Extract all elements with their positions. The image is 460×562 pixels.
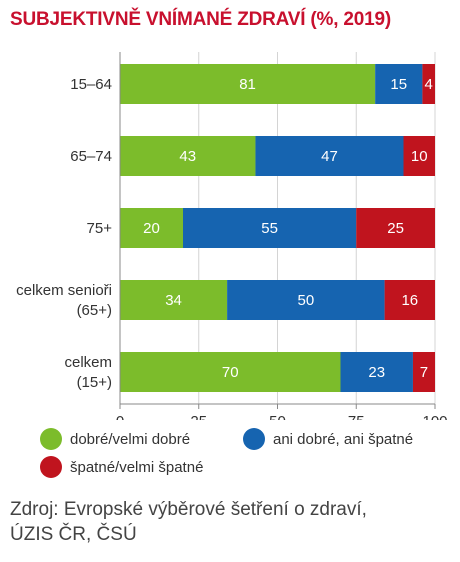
legend-item-neutral: ani dobré, ani špatné bbox=[243, 428, 413, 450]
category-label: celkem senioři bbox=[16, 282, 112, 299]
legend-swatch-bad bbox=[40, 456, 62, 478]
data-label: 20 bbox=[143, 220, 160, 237]
bar-segment bbox=[356, 208, 435, 248]
bar-segment bbox=[120, 64, 376, 104]
data-label: 15 bbox=[390, 76, 407, 93]
bar-segment bbox=[120, 352, 341, 392]
legend-label-good: dobré/velmi dobré bbox=[70, 430, 191, 448]
bar-segment bbox=[120, 280, 228, 320]
legend-label-bad: špatné/velmi špatné bbox=[70, 458, 204, 476]
data-label: 47 bbox=[321, 148, 338, 165]
x-tick-label: 75 bbox=[348, 413, 365, 420]
bar-segment bbox=[412, 352, 435, 392]
source-note: Zdroj: Evropské výběrové šetření o zdrav… bbox=[10, 497, 367, 547]
category-label: 15–64 bbox=[70, 76, 112, 93]
x-tick-label: 100 bbox=[422, 413, 447, 420]
x-tick-label: 0 bbox=[116, 413, 124, 420]
bar-segment bbox=[183, 208, 357, 248]
data-label: 16 bbox=[401, 292, 418, 309]
bar-segment bbox=[375, 64, 423, 104]
bar-segment bbox=[340, 352, 413, 392]
data-label: 10 bbox=[411, 148, 428, 165]
legend-swatch-good bbox=[40, 428, 62, 450]
bar-segment bbox=[120, 136, 256, 176]
data-label: 25 bbox=[387, 220, 404, 237]
category-label: (65+) bbox=[77, 302, 112, 319]
x-tick-label: 50 bbox=[269, 413, 286, 420]
legend-item-good: dobré/velmi dobré bbox=[40, 428, 190, 450]
category-label: 75+ bbox=[87, 220, 113, 237]
source-line-2: ÚZIS ČR, ČSÚ bbox=[10, 524, 137, 545]
data-label: 55 bbox=[261, 220, 278, 237]
data-label: 7 bbox=[420, 364, 428, 381]
legend-swatch-neutral bbox=[243, 428, 265, 450]
data-label: 4 bbox=[425, 76, 433, 93]
x-tick-label: 25 bbox=[190, 413, 207, 420]
bar-segment bbox=[403, 136, 435, 176]
legend-label-neutral: ani dobré, ani špatné bbox=[273, 430, 414, 448]
data-label: 70 bbox=[222, 364, 239, 381]
bar-segment bbox=[120, 208, 183, 248]
bar-segment bbox=[227, 280, 385, 320]
bar-segment bbox=[255, 136, 404, 176]
stacked-bar-chart: 81 15 4 15–64 43 47 10 65–74 20 55 25 75+ 34 50 16 celk… bbox=[16, 52, 448, 420]
bar-segment bbox=[422, 64, 435, 104]
category-label: celkem bbox=[64, 354, 112, 371]
data-label: 50 bbox=[298, 292, 315, 309]
data-label: 43 bbox=[179, 148, 196, 165]
data-label: 23 bbox=[368, 364, 385, 381]
data-label: 81 bbox=[239, 76, 256, 93]
category-label: (15+) bbox=[77, 374, 112, 391]
source-line-1: Zdroj: Evropské výběrové šetření o zdrav… bbox=[10, 499, 367, 520]
bar-segment bbox=[384, 280, 435, 320]
data-label: 34 bbox=[165, 292, 182, 309]
legend-item-bad: špatné/velmi špatné bbox=[40, 456, 203, 478]
chart-title: SUBJEKTIVNĚ VNÍMANÉ ZDRAVÍ (%, 2019) bbox=[10, 9, 391, 30]
category-label: 65–74 bbox=[70, 148, 112, 165]
